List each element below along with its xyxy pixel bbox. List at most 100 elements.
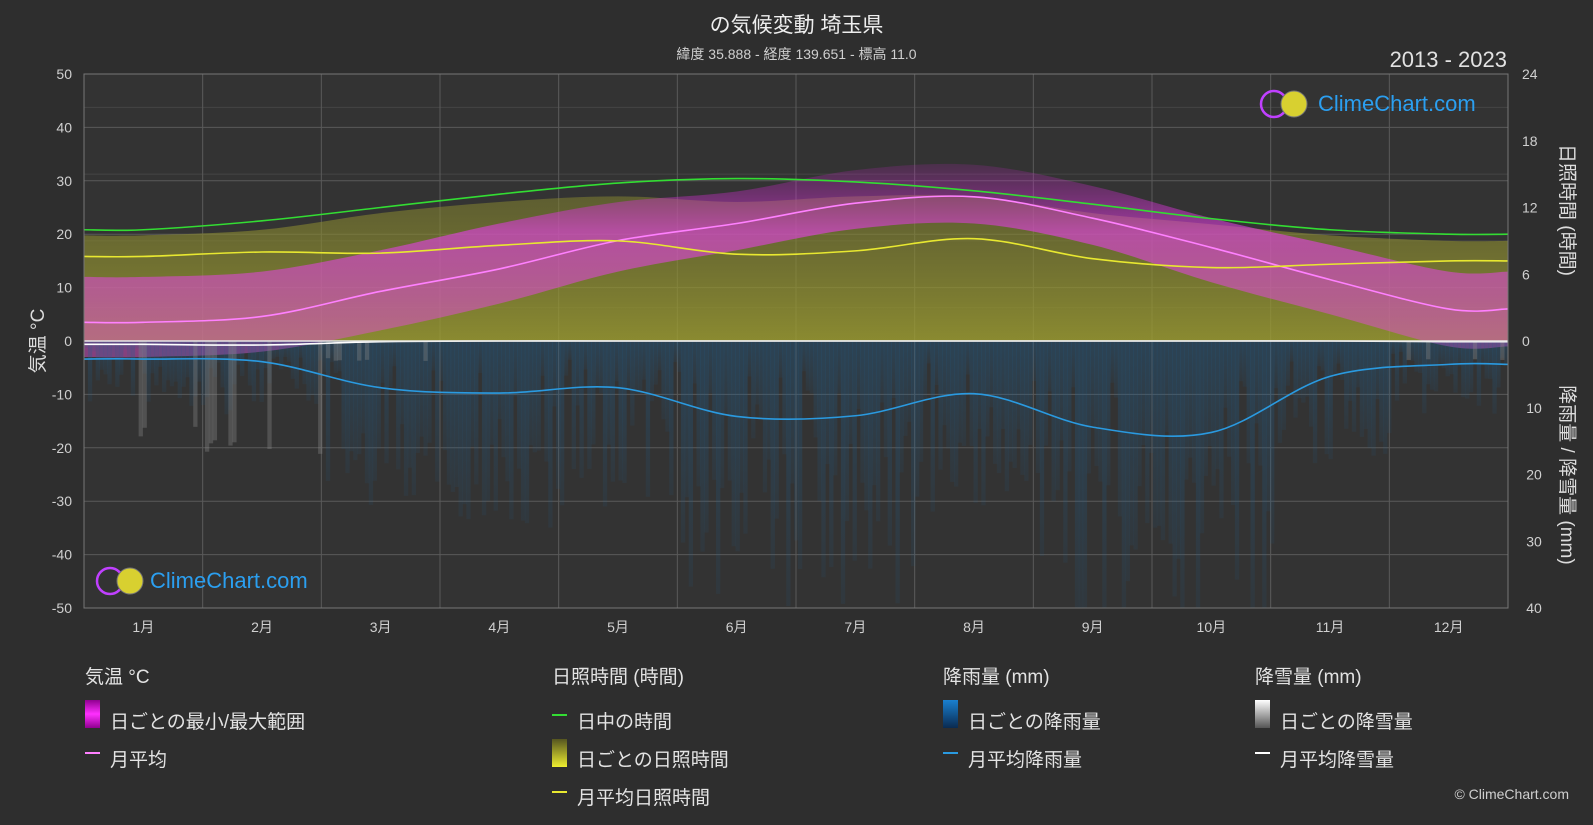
- daily-rain-bar: [868, 341, 873, 569]
- daily-rain-bar: [318, 341, 323, 361]
- y-left-tick-label: -20: [52, 440, 72, 456]
- daily-rain-bar: [895, 341, 900, 604]
- legend-sunshine: 日照時間 (時間) 日中の時間 日ごとの日照時間 月平均日照時間: [552, 662, 729, 815]
- daily-snow-bar: [1426, 341, 1431, 360]
- daily-rain-bar: [1250, 341, 1255, 608]
- daily-rain-bar: [716, 341, 721, 594]
- daily-rain-bar: [829, 341, 834, 568]
- daily-rain-bar: [903, 341, 908, 436]
- x-tick-label: 9月: [1082, 619, 1104, 635]
- daily-rain-bar: [403, 341, 409, 496]
- daily-rain-bar: [341, 341, 346, 450]
- daily-rain-bar: [1231, 341, 1236, 505]
- daily-rain-bar: [236, 341, 241, 365]
- daily-rain-bar: [1340, 341, 1345, 380]
- y-right-top-tick-label: 12: [1522, 200, 1538, 216]
- x-tick-label: 7月: [844, 619, 866, 635]
- x-tick-label: 3月: [370, 619, 392, 635]
- daily-rain-bar: [665, 341, 670, 432]
- daily-rain-bar: [778, 341, 783, 378]
- daily-rain-bar: [704, 341, 709, 533]
- daily-rain-bar: [637, 341, 643, 395]
- y-left-tick-label: -40: [52, 547, 72, 563]
- daily-rain-bar: [1367, 341, 1372, 448]
- daily-rain-bar: [1063, 341, 1068, 563]
- daily-rain-bar: [423, 341, 428, 456]
- daily-rain-bar: [1359, 341, 1365, 437]
- brand-logo-bottom[interactable]: ClimeChart.com: [144, 568, 308, 594]
- daily-rain-bar: [598, 341, 604, 394]
- daily-rain-bar: [107, 341, 112, 385]
- daily-rain-bar: [1277, 341, 1283, 443]
- daily-rain-bar: [1492, 341, 1497, 414]
- daily-rain-bar: [1433, 341, 1439, 392]
- legend-title: 気温 °C: [85, 667, 150, 688]
- daily-rain-bar: [1355, 341, 1361, 388]
- daily-rain-bar: [524, 341, 530, 524]
- daily-rain-bar: [1344, 341, 1349, 429]
- daily-rain-bar: [1125, 341, 1130, 582]
- daily-rain-bar: [622, 341, 627, 484]
- daily-rain-bar: [957, 341, 963, 443]
- daily-rain-bar: [232, 341, 237, 385]
- daily-rain-bar: [833, 341, 838, 476]
- daily-rain-bar: [821, 341, 826, 578]
- daily-rain-bar: [692, 341, 697, 384]
- daily-rain-bar: [321, 341, 327, 372]
- daily-rain-bar: [1055, 341, 1060, 491]
- y-left-tick-label: -10: [52, 386, 72, 402]
- daily-rain-bar: [294, 341, 299, 389]
- daily-rain-bar: [1254, 341, 1259, 424]
- series-line-0: [84, 195, 1508, 324]
- brand-logo-text: ClimeChart.com: [150, 568, 308, 593]
- daily-rain-bar: [255, 341, 260, 370]
- daily-rain-bar: [474, 341, 479, 485]
- daily-rain-bar: [875, 341, 881, 522]
- daily-rain-bar: [251, 341, 257, 402]
- daily-rain-bar: [119, 341, 124, 375]
- daily-rain-bar: [677, 341, 682, 372]
- daily-rain-bar: [583, 341, 588, 370]
- daily-rain-bar: [1039, 341, 1045, 556]
- daily-rain-bar: [396, 341, 401, 470]
- daily-rain-bar: [879, 341, 885, 403]
- daily-rain-bar: [150, 341, 155, 374]
- daily-rain-bar: [115, 341, 120, 387]
- daily-rain-bar: [1137, 341, 1142, 487]
- daily-rain-bar: [243, 341, 249, 354]
- daily-rain-bar: [91, 341, 97, 352]
- daily-rain-bar: [688, 341, 694, 587]
- daily-rain-bar: [571, 341, 576, 470]
- daily-rain-bar: [1176, 341, 1181, 559]
- daily-rain-bar: [513, 341, 518, 397]
- daily-rain-bar: [1390, 341, 1396, 354]
- daily-snow-bar: [267, 341, 272, 450]
- daily-rain-bar: [1379, 341, 1384, 442]
- daily-rain-bar: [782, 341, 787, 455]
- daily-rain-bar: [926, 341, 931, 364]
- daily-rain-bar: [364, 341, 370, 484]
- daily-rain-bar: [263, 341, 268, 369]
- daily-rain-bar: [1020, 341, 1025, 475]
- brand-logo-top[interactable]: ClimeChart.com: [1312, 91, 1476, 117]
- daily-snow-bar: [1472, 341, 1478, 360]
- daily-rain-bar: [1476, 341, 1482, 406]
- axes: 50 40 30 20 10 0 -10 -20 -30 -40 -50 24 18 12 6 0 10 20 30…: [52, 66, 1542, 635]
- daily-rain-bar: [1121, 341, 1127, 608]
- daily-rain-bar: [286, 341, 292, 362]
- daily-snow-bar: [337, 341, 342, 361]
- daily-rain-bar: [435, 341, 440, 482]
- daily-rain-bar: [368, 341, 374, 505]
- daily-rain-bar: [1488, 341, 1493, 379]
- daily-rain-bar: [723, 341, 729, 415]
- daily-rain-bar: [544, 341, 549, 462]
- daily-rain-bar: [669, 341, 674, 496]
- daily-rain-bar: [302, 341, 307, 385]
- daily-rain-bar: [357, 341, 362, 455]
- daily-rain-bar: [411, 341, 417, 496]
- daily-rain-bar: [731, 341, 736, 547]
- daily-rain-bar: [1188, 341, 1193, 458]
- daily-rain-bar: [532, 341, 537, 453]
- daily-rain-bar: [138, 341, 143, 359]
- daily-rain-bar: [1266, 341, 1271, 512]
